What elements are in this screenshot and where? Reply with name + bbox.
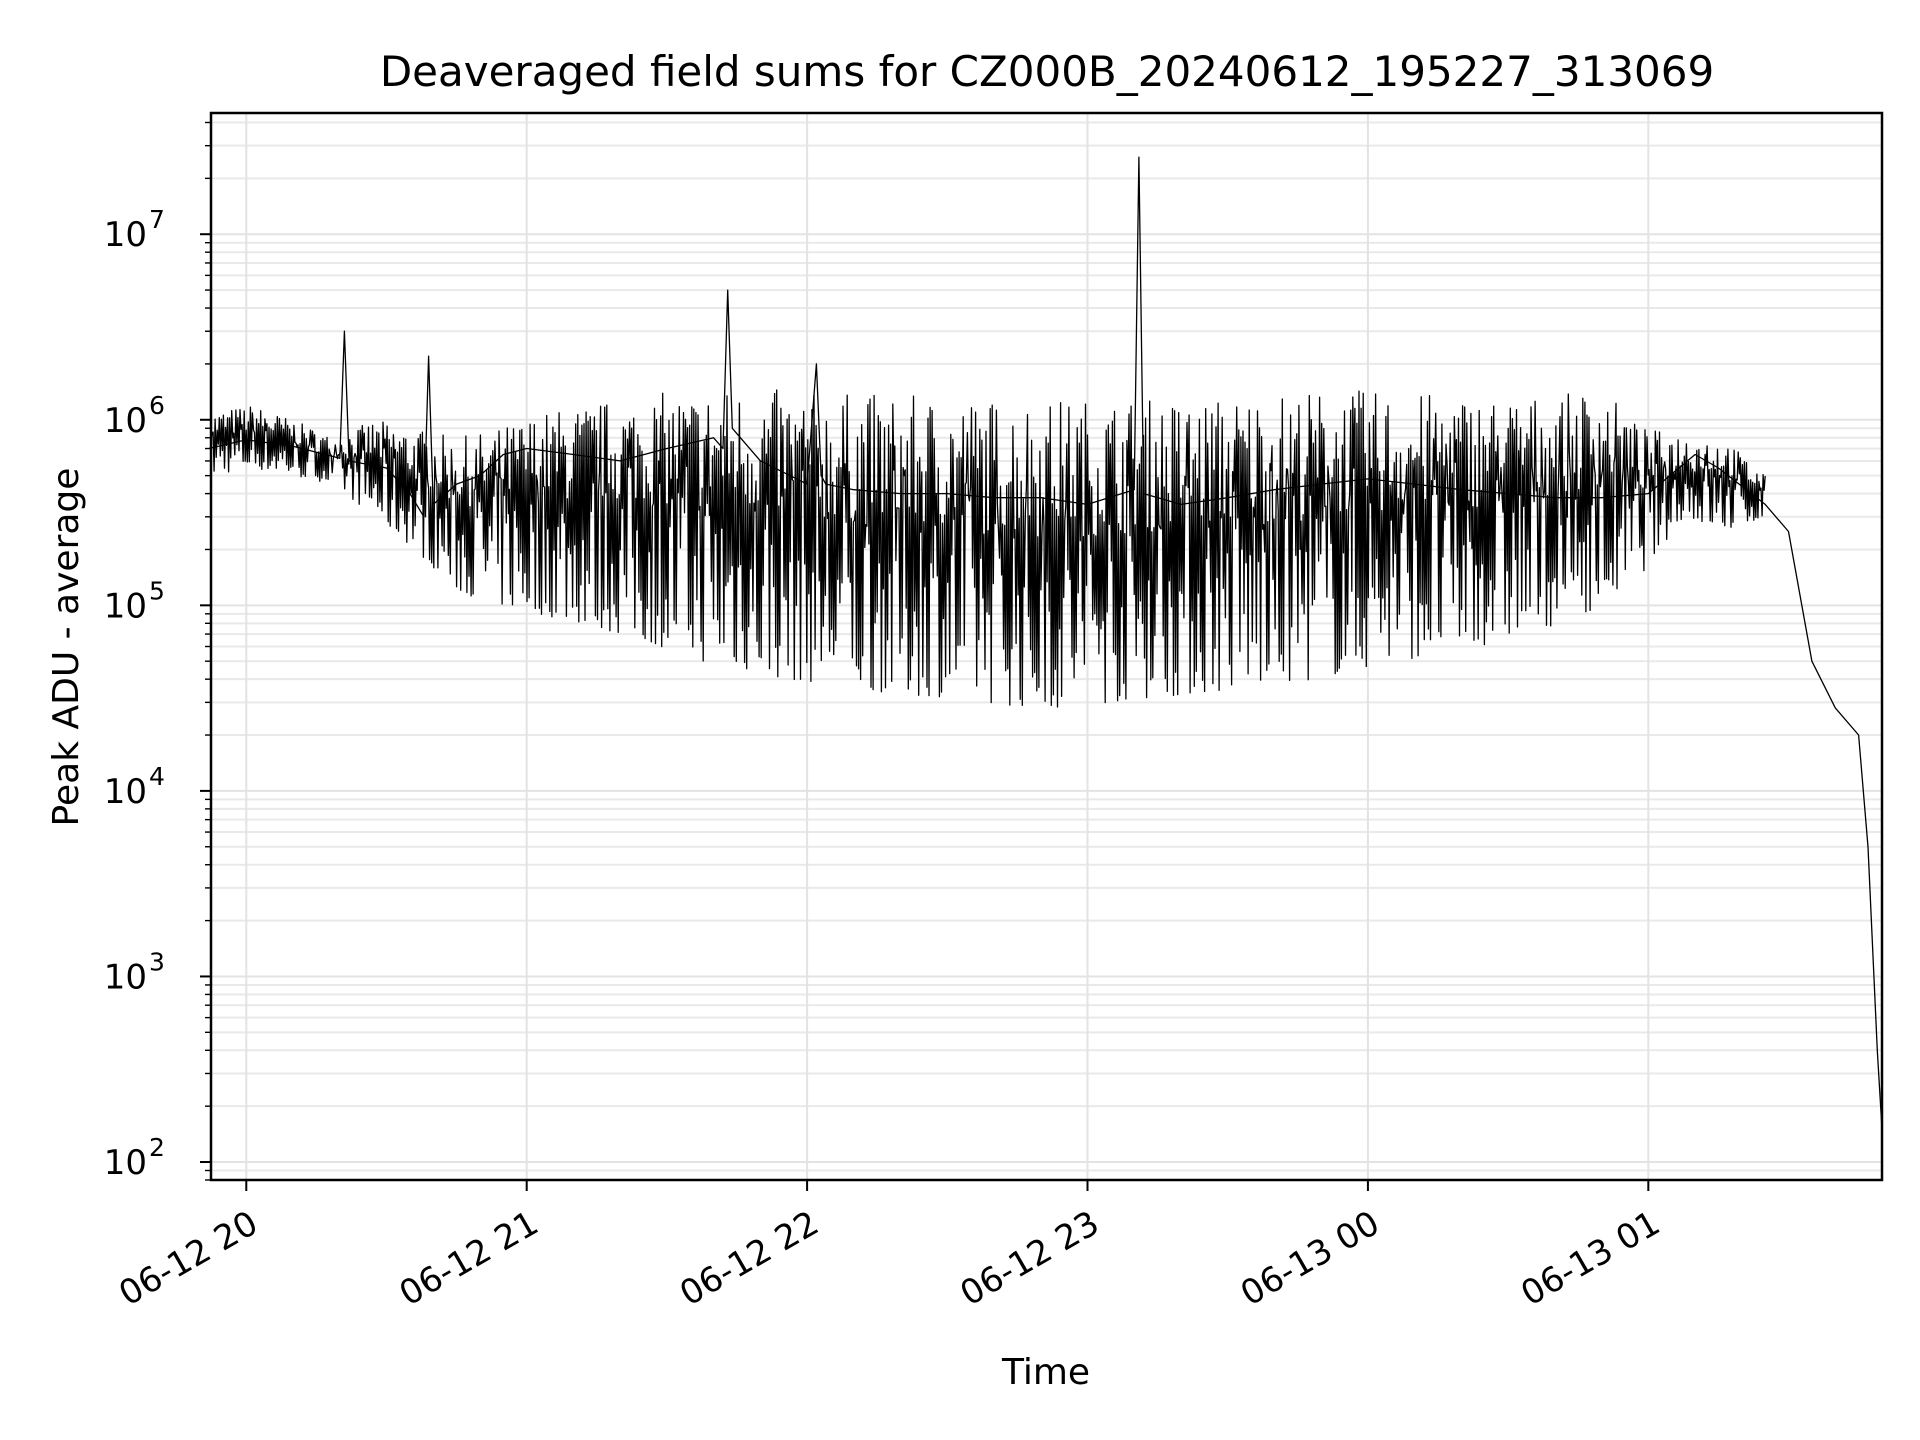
x-axis-label: Time	[1001, 1352, 1090, 1393]
y-tick-exponent: 2	[149, 1133, 165, 1162]
series-line	[208, 156, 1883, 1130]
y-tick-label: 10	[104, 401, 147, 441]
grid	[211, 113, 1882, 1181]
y-tick-exponent: 6	[149, 391, 165, 420]
chart-title: Deaveraged field sums for CZ000B_2024061…	[380, 47, 1714, 96]
y-axis-label: Peak ADU - average	[46, 468, 87, 827]
y-tick-exponent: 4	[149, 762, 165, 791]
y-tick-label: 10	[104, 772, 147, 812]
y-tick-exponent: 7	[149, 205, 165, 234]
y-tick-exponent: 5	[149, 576, 165, 605]
y-tick-label: 10	[104, 215, 147, 255]
y-tick-label: 10	[104, 957, 147, 997]
y-tick-exponent: 3	[149, 947, 165, 976]
series-fluctuation-line	[210, 389, 1766, 708]
y-tick-label: 10	[104, 1143, 147, 1183]
series-layer	[208, 156, 1883, 1130]
y-tick-label: 10	[104, 586, 147, 626]
